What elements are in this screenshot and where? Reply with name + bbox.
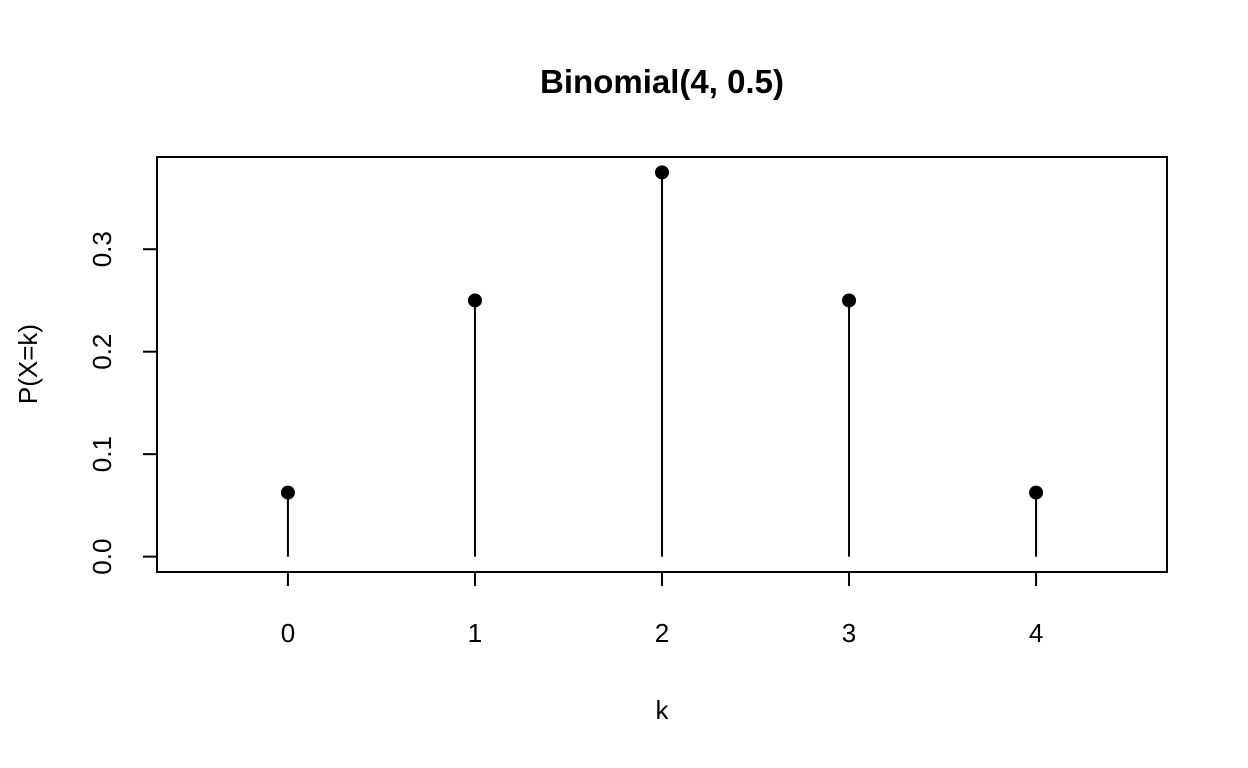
- points-group: [280, 165, 1044, 500]
- y-tick-label: 0.0: [87, 539, 117, 575]
- data-point: [280, 485, 295, 500]
- x-tick-label: 2: [655, 618, 669, 648]
- y-tick-label: 0.1: [87, 436, 117, 472]
- data-point: [655, 165, 669, 180]
- x-tick-label: 0: [281, 618, 295, 648]
- y-tick-label: 0.2: [87, 334, 117, 370]
- x-axis-label: k: [656, 695, 670, 725]
- data-point: [1029, 485, 1044, 500]
- y-axis: 0.0 0.1 0.2 0.3: [87, 231, 157, 575]
- y-axis-label: P(X=k): [13, 324, 43, 404]
- y-tick-label: 0.3: [87, 231, 117, 267]
- data-point: [842, 293, 857, 308]
- x-axis: 0 1 2 3 4: [281, 572, 1043, 648]
- x-tick-label: 3: [842, 618, 856, 648]
- x-tick-label: 4: [1029, 618, 1043, 648]
- x-tick-label: 1: [468, 618, 482, 648]
- data-point: [467, 293, 482, 308]
- chart-title: Binomial(4, 0.5): [540, 63, 784, 100]
- stems-group: [286, 172, 1038, 557]
